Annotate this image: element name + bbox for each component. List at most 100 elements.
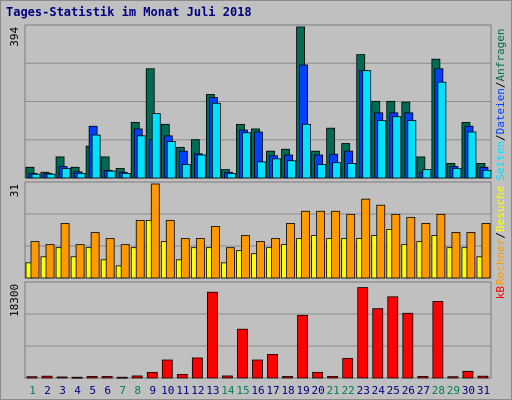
bar-seiten-day-3 — [61, 168, 71, 179]
bar-rechner-day-10 — [165, 219, 175, 279]
day-label-2: 2 — [44, 384, 51, 397]
bar-rechner-day-25 — [391, 213, 401, 279]
bar-rechner-day-29 — [451, 232, 461, 279]
bar-kb-day-8 — [131, 375, 143, 379]
bar-seiten-day-7 — [121, 173, 131, 179]
bar-kb-day-27 — [417, 376, 429, 379]
day-label-27: 27 — [417, 384, 430, 397]
day-label-3: 3 — [59, 384, 66, 397]
day-label-10: 10 — [161, 384, 174, 397]
bar-seiten-day-23 — [362, 70, 372, 179]
bar-kb-day-16 — [252, 359, 263, 379]
day-label-28: 28 — [432, 384, 445, 397]
bar-seiten-day-20 — [317, 164, 327, 179]
bar-kb-day-23 — [357, 287, 369, 379]
bar-kb-day-13 — [206, 291, 218, 379]
day-label-13: 13 — [206, 384, 219, 397]
bar-seiten-day-15 — [242, 132, 251, 179]
bar-seiten-day-2 — [46, 173, 56, 179]
legend-mid: Rechner/Besuche — [494, 186, 507, 285]
bar-seiten-day-30 — [467, 131, 477, 179]
day-label-16: 16 — [251, 384, 264, 397]
bar-rechner-day-12 — [195, 238, 205, 279]
day-label-12: 12 — [191, 384, 204, 397]
bar-rechner-day-5 — [90, 232, 100, 279]
bar-rechner-day-24 — [376, 204, 386, 279]
day-label-15: 15 — [236, 384, 249, 397]
bar-kb-day-25 — [387, 296, 399, 379]
legend-top: Seiten/Dateien/Anfragen — [494, 28, 507, 180]
bar-seiten-day-22 — [347, 163, 357, 179]
bar-rechner-day-9 — [150, 183, 160, 279]
bar-rechner-day-31 — [481, 223, 491, 279]
bar-rechner-day-14 — [226, 247, 235, 279]
y-max-label-panel-0: 394 — [8, 27, 21, 47]
bar-kb-day-24 — [372, 308, 384, 379]
bar-rechner-day-3 — [60, 223, 70, 279]
bar-seiten-day-26 — [407, 120, 417, 179]
bar-kb-day-12 — [191, 357, 203, 379]
bar-seiten-day-19 — [302, 123, 311, 179]
bar-kb-day-4 — [71, 376, 83, 379]
bar-rechner-day-30 — [466, 232, 476, 279]
bar-kb-day-5 — [86, 376, 98, 379]
day-label-5: 5 — [89, 384, 96, 397]
bar-kb-day-18 — [282, 376, 293, 379]
bar-seiten-day-9 — [151, 113, 161, 179]
bar-seiten-day-8 — [136, 135, 146, 179]
bar-kb-day-2 — [41, 375, 53, 379]
bar-seiten-day-28 — [437, 81, 447, 179]
day-label-22: 22 — [342, 384, 355, 397]
bar-kb-day-21 — [327, 376, 339, 379]
chart-title: Tages-Statistik im Monat Juli 2018 — [6, 5, 252, 19]
bar-rechner-day-17 — [271, 238, 280, 279]
day-label-7: 7 — [119, 384, 126, 397]
day-label-19: 19 — [296, 384, 309, 397]
y-max-label-panel-1: 31 — [8, 184, 21, 197]
day-label-4: 4 — [74, 384, 81, 397]
day-label-21: 21 — [327, 384, 340, 397]
day-label-11: 11 — [176, 384, 189, 397]
bar-rechner-day-22 — [346, 213, 356, 279]
day-label-31: 31 — [477, 384, 490, 397]
bar-kb-day-1 — [26, 376, 38, 379]
day-label-20: 20 — [312, 384, 325, 397]
bar-kb-day-6 — [101, 376, 113, 379]
bar-kb-day-15 — [237, 328, 248, 379]
bar-rechner-day-21 — [331, 210, 341, 279]
bar-seiten-day-24 — [377, 120, 387, 179]
day-label-9: 9 — [149, 384, 156, 397]
bar-rechner-day-7 — [120, 244, 130, 279]
bar-seiten-day-1 — [31, 173, 41, 179]
bar-seiten-day-21 — [332, 162, 342, 179]
bar-kb-day-14 — [222, 375, 233, 379]
bar-rechner-day-28 — [436, 213, 446, 279]
day-label-29: 29 — [447, 384, 460, 397]
bar-kb-day-7 — [116, 376, 128, 379]
day-label-1: 1 — [29, 384, 36, 397]
bar-rechner-day-18 — [286, 223, 295, 279]
y-max-label-panel-2: 18300 — [8, 284, 21, 317]
legend-bottom: kB — [494, 286, 507, 300]
day-label-17: 17 — [266, 384, 279, 397]
bar-seiten-day-25 — [392, 116, 402, 179]
bar-rechner-day-20 — [316, 210, 326, 279]
bar-rechner-day-2 — [45, 244, 55, 279]
bar-rechner-day-26 — [406, 216, 416, 279]
bar-seiten-day-13 — [211, 102, 221, 179]
bar-kb-day-22 — [342, 358, 354, 379]
bar-kb-day-3 — [56, 376, 68, 379]
day-label-8: 8 — [134, 384, 141, 397]
bar-rechner-day-27 — [421, 223, 431, 279]
day-label-23: 23 — [357, 384, 370, 397]
bar-kb-day-31 — [477, 375, 489, 379]
bar-seiten-day-17 — [272, 158, 281, 179]
bar-seiten-day-29 — [452, 168, 462, 179]
bar-seiten-day-18 — [287, 160, 296, 179]
bar-rechner-day-6 — [105, 238, 115, 279]
bar-seiten-day-14 — [227, 173, 236, 179]
bar-kb-day-30 — [462, 370, 474, 379]
bar-seiten-day-16 — [257, 161, 266, 179]
